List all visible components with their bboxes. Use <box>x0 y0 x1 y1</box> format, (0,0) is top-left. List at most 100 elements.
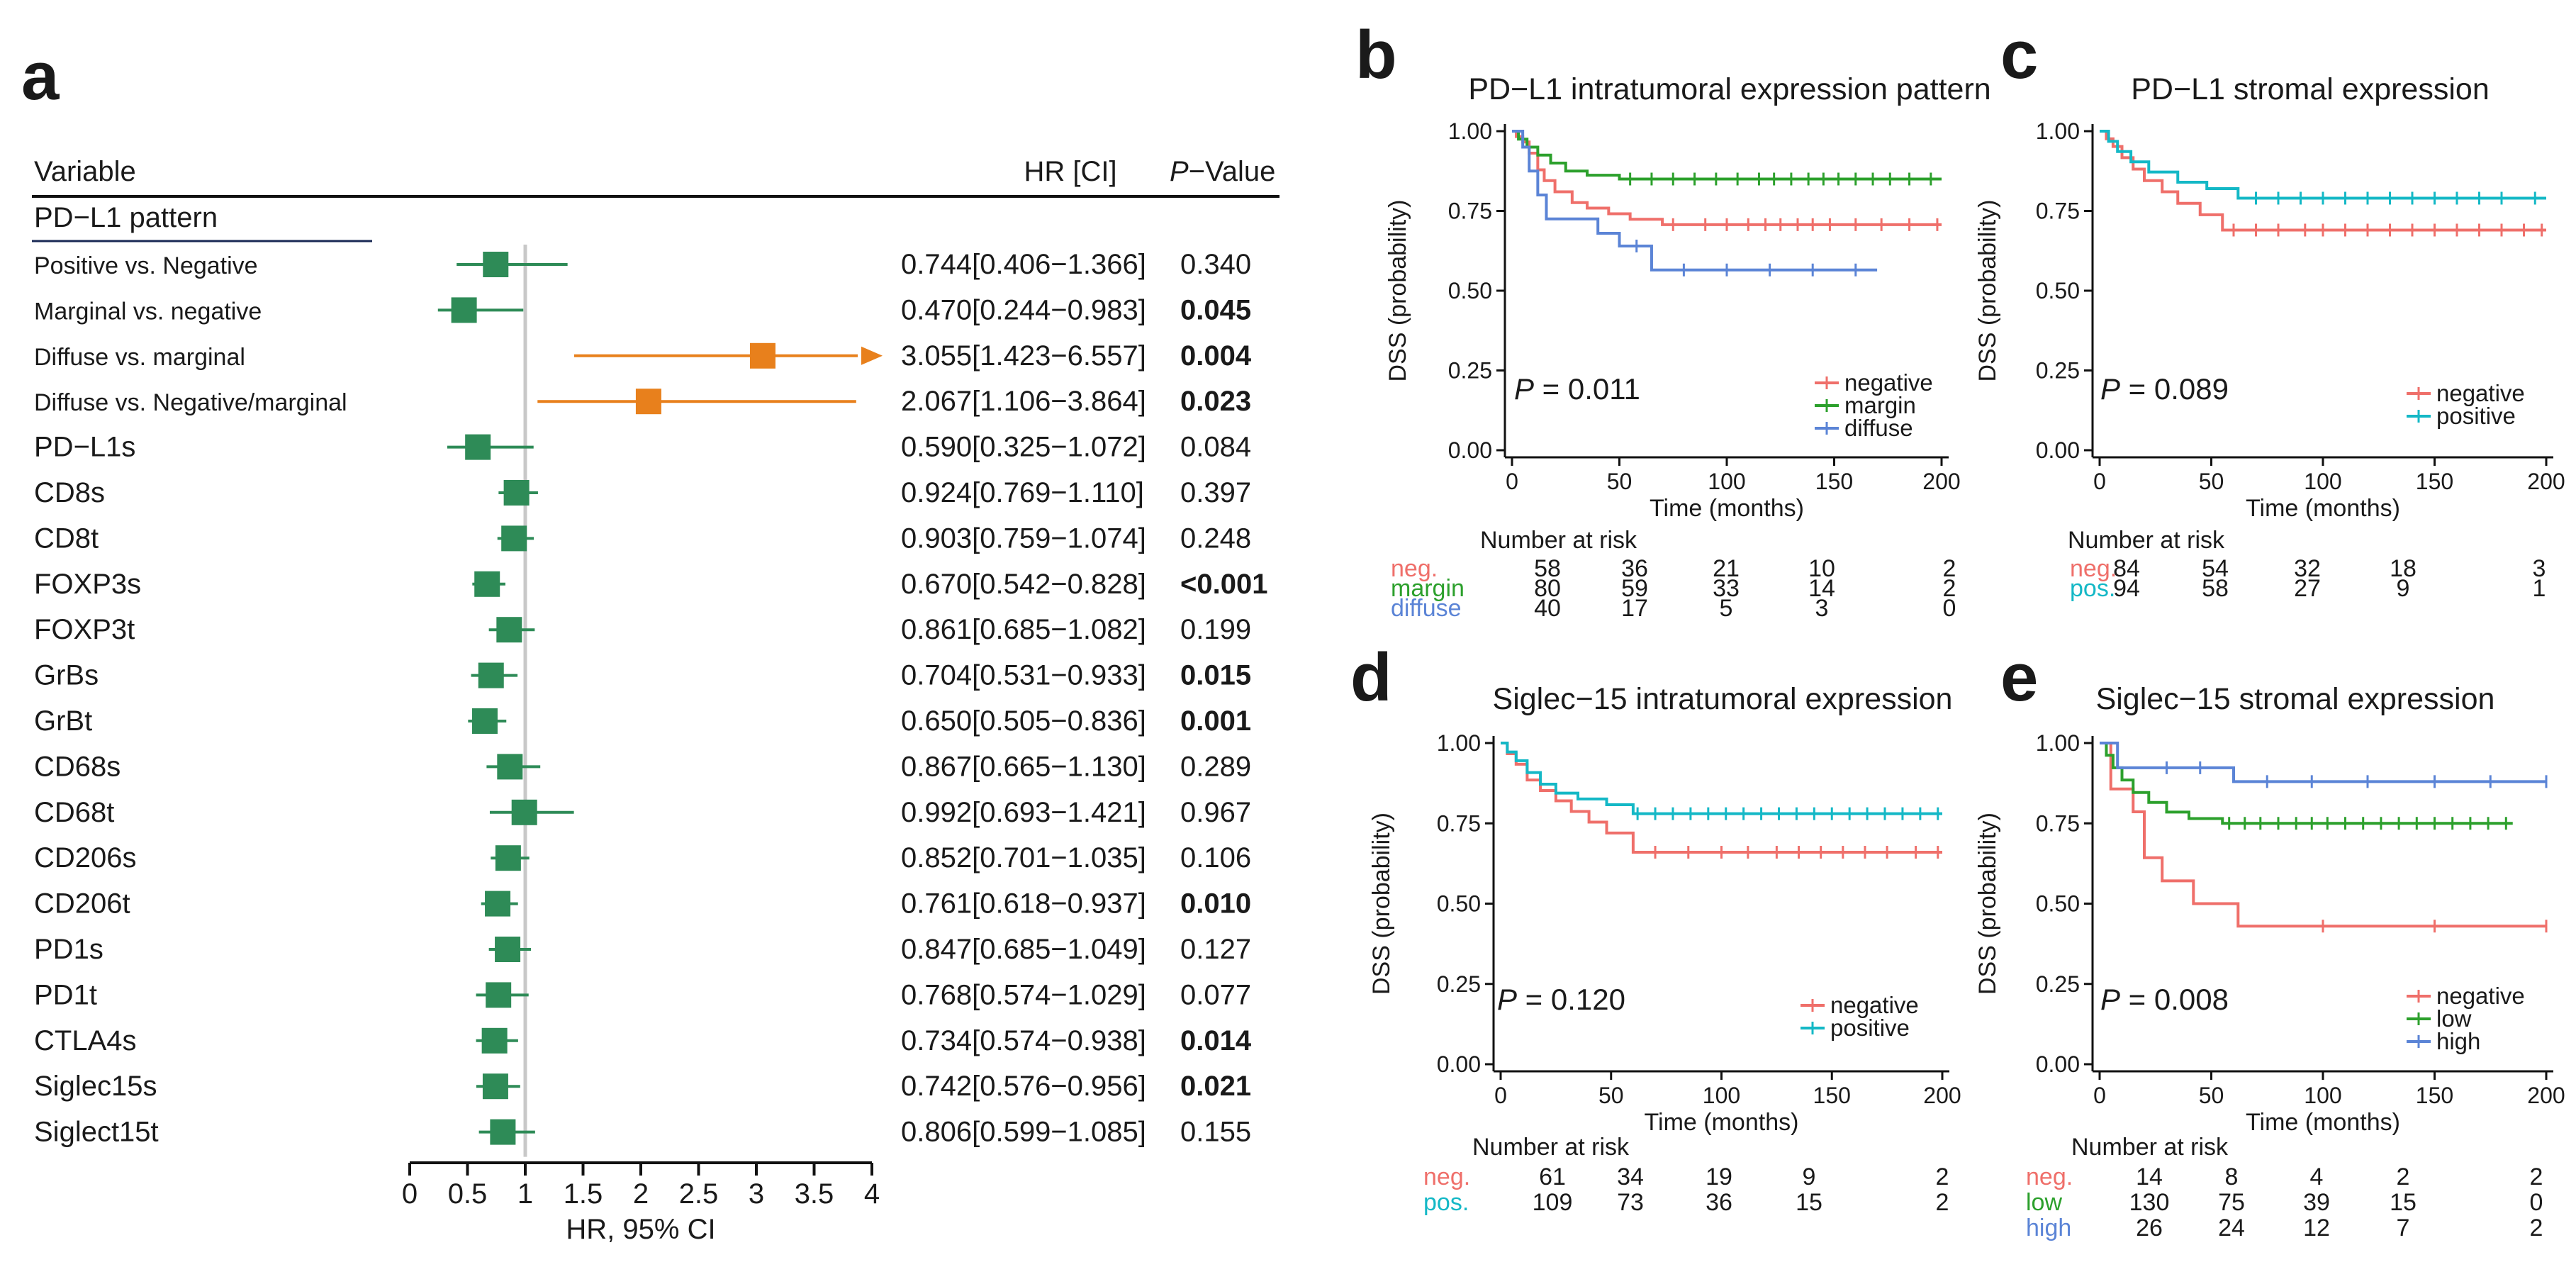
hr-ci-text: 0.734[0.574−0.938] <box>901 1025 1146 1056</box>
hr-ci-text: 0.742[0.576−0.956] <box>901 1071 1146 1102</box>
risk-count: 4 <box>2310 1163 2324 1190</box>
hr-ci-text: 0.761[0.618−0.937] <box>901 888 1146 920</box>
risk-group-label: neg. <box>1391 555 1438 582</box>
p-value: 0.045 <box>1180 294 1251 325</box>
hr-point <box>483 252 509 277</box>
hr-point <box>482 1073 508 1100</box>
x-tick-label: 200 <box>1923 1083 1961 1108</box>
risk-count: 9 <box>2397 575 2410 602</box>
km-curve <box>1501 742 1942 815</box>
row-label: FOXP3t <box>34 614 135 645</box>
x-tick-label: 200 <box>1922 469 1960 494</box>
km-curve <box>1501 742 1942 854</box>
forest-row: Positive vs. Negative 0.744[0.406−1.366] 0… <box>34 249 1251 280</box>
forest-row: CD68t 0.992[0.693−1.421] 0.967 <box>34 797 1251 828</box>
risk-group-label: diffuse <box>1391 595 1462 622</box>
risk-count: 19 <box>1706 1163 1732 1190</box>
km-title: Siglec−15 stromal expression <box>2096 682 2495 716</box>
risk-count: 5 <box>1720 595 1733 622</box>
x-tick-label: 1 <box>517 1178 533 1210</box>
x-tick-label: 0 <box>2093 469 2106 494</box>
header-variable: Variable <box>34 156 136 187</box>
legend-label: high <box>2436 1028 2480 1054</box>
hr-ci-text: 0.744[0.406−1.366] <box>901 249 1146 280</box>
x-tick-label: 100 <box>1708 469 1745 494</box>
group-label: PD−L1 pattern <box>34 202 218 233</box>
y-tick-label: 0.75 <box>1448 199 1492 224</box>
risk-count: 2 <box>2530 1215 2543 1241</box>
forest-row: Diffuse vs. marginal 3.055[1.423−6.557] 0.… <box>34 340 1252 372</box>
risk-count: 3 <box>1815 595 1829 622</box>
x-tick-label: 0 <box>402 1178 418 1210</box>
hr-point <box>485 891 511 917</box>
x-tick-label: 1.5 <box>564 1178 603 1210</box>
row-label: PD1s <box>34 934 103 965</box>
km-curve <box>2100 130 2546 200</box>
y-tick-label: 0.75 <box>2036 199 2080 224</box>
risk-count: 36 <box>1621 555 1648 582</box>
hr-point <box>496 617 522 643</box>
legend-label: negative <box>2436 380 2525 406</box>
risk-count: 75 <box>2218 1189 2245 1216</box>
risk-count: 9 <box>1803 1163 1816 1190</box>
legend-label: diffuse <box>1844 415 1913 441</box>
y-tick-label: 0.00 <box>2036 437 2080 463</box>
p-value: 0.340 <box>1180 249 1251 280</box>
y-tick-label: 1.00 <box>2036 118 2080 144</box>
risk-count: 27 <box>2294 575 2321 602</box>
risk-count: 130 <box>2129 1189 2170 1216</box>
hr-point <box>481 1027 508 1054</box>
legend-label: negative <box>2436 983 2525 1009</box>
forest-row: Siglect15t 0.806[0.599−1.085] 0.155 <box>34 1117 1251 1148</box>
risk-count: 33 <box>1713 575 1740 602</box>
risk-count: 40 <box>1534 595 1561 622</box>
y-tick-label: 0.25 <box>2036 358 2080 384</box>
legend-label: positive <box>2436 403 2516 429</box>
forest-row: CTLA4s 0.734[0.574−0.938] 0.014 <box>34 1025 1252 1056</box>
header-hr: HR [CI] <box>1024 156 1116 187</box>
legend-label: negative <box>1844 369 1933 396</box>
risk-count: 94 <box>2113 575 2140 602</box>
x-tick-label: 150 <box>1815 469 1853 494</box>
risk-group-label: pos. <box>2070 575 2115 602</box>
legend-label: low <box>2436 1005 2472 1032</box>
hr-ci-text: 0.852[0.701−1.035] <box>901 842 1146 873</box>
p-value: 0.289 <box>1180 751 1251 782</box>
risk-count: 14 <box>1808 575 1835 602</box>
legend-label: positive <box>1830 1015 1910 1041</box>
km-title: Siglec−15 intratumoral expression <box>1493 682 1953 716</box>
risk-count: 2 <box>1943 555 1956 582</box>
row-label: CTLA4s <box>34 1025 137 1056</box>
hr-point <box>490 1119 516 1145</box>
row-label: CD68s <box>34 751 121 782</box>
hr-point <box>471 708 498 734</box>
risk-group-label: neg. <box>2070 555 2117 582</box>
forest-panel: a Variable HR [CI] P−Value PD−L1 pattern Posi… <box>21 38 1279 1245</box>
p-value-label: P = 0.008 <box>2100 983 2229 1016</box>
p-value: 0.967 <box>1180 797 1251 828</box>
hr-ci-text: 0.670[0.542−0.828] <box>901 569 1146 600</box>
x-tick-label: 150 <box>2416 469 2453 494</box>
row-label: Positive vs. Negative <box>34 252 258 279</box>
y-tick-label: 1.00 <box>1437 730 1481 756</box>
p-value: 0.155 <box>1180 1117 1251 1148</box>
risk-count: 2 <box>1936 1163 1949 1190</box>
risk-count: 34 <box>1617 1163 1644 1190</box>
ci-arrow <box>861 346 883 365</box>
risk-count: 2 <box>2530 1163 2543 1190</box>
legend-label: margin <box>1844 392 1916 418</box>
risk-count: 39 <box>2303 1189 2330 1216</box>
hr-point <box>635 389 661 415</box>
p-value: 0.084 <box>1180 432 1251 463</box>
row-label: Diffuse vs. Negative/marginal <box>34 389 347 416</box>
y-axis-title: DSS (probability) <box>1974 813 2001 995</box>
hr-point <box>495 937 521 962</box>
hr-ci-text: 0.847[0.685−1.049] <box>901 934 1146 965</box>
km-title: PD−L1 stromal expression <box>2131 72 2489 106</box>
forest-row: CD68s 0.867[0.665−1.130] 0.289 <box>34 751 1251 782</box>
hr-ci-text: 0.903[0.759−1.074] <box>901 523 1146 554</box>
hr-point <box>495 845 521 871</box>
row-label: CD206s <box>34 842 137 873</box>
x-tick-label: 100 <box>1703 1083 1740 1108</box>
